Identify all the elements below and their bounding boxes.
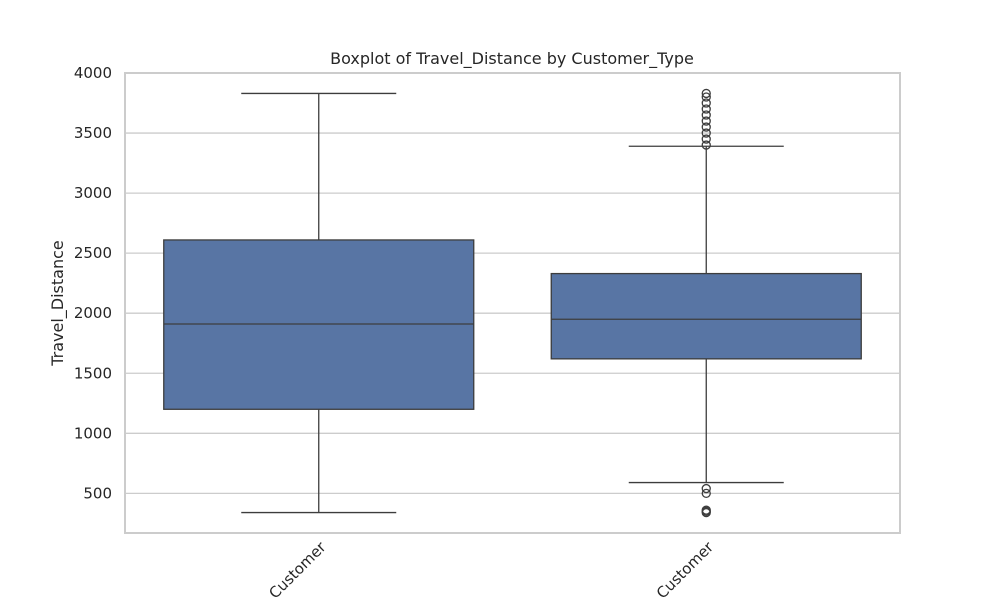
box <box>550 272 862 360</box>
box-group <box>550 88 862 518</box>
y-tick-label: 1500 <box>74 364 112 382</box>
outlier-point <box>701 122 711 132</box>
y-tick-label: 2500 <box>74 244 112 262</box>
y-tick-label: 2000 <box>74 304 112 322</box>
boxes-group <box>163 88 862 518</box>
outlier-point <box>701 88 711 99</box>
plot-frame <box>124 72 901 534</box>
outlier-point <box>701 128 711 138</box>
outlier-point <box>701 98 711 108</box>
box-group <box>163 92 475 514</box>
y-tick-label: 3500 <box>74 124 112 142</box>
chart-title: Boxplot of Travel_Distance by Customer_T… <box>330 49 694 69</box>
outlier-point <box>701 483 711 494</box>
outlier-point <box>701 92 711 102</box>
outlier-point <box>701 488 711 499</box>
y-tick-labels: 500 1000 1500 2000 2500 3000 3500 4000 <box>74 64 112 502</box>
y-tick-label: 4000 <box>74 64 112 82</box>
y-tick-label: 3000 <box>74 184 112 202</box>
outlier-point <box>701 104 711 114</box>
outlier-point <box>701 116 711 126</box>
outlier-point <box>701 505 711 515</box>
y-axis-title: Travel_Distance <box>48 240 68 367</box>
y-tick-label: 500 <box>83 484 112 502</box>
y-tick-label: 1000 <box>74 424 112 442</box>
outlier-point <box>701 134 711 144</box>
outlier-point <box>701 140 711 150</box>
outlier-point <box>701 110 711 120</box>
